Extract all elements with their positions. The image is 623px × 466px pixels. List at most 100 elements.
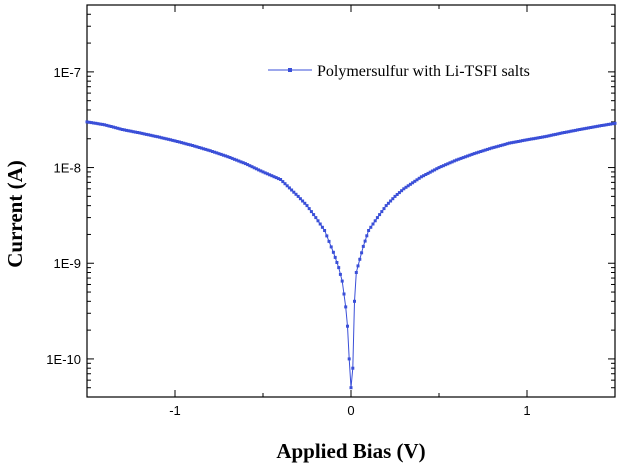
data-point: [140, 131, 144, 135]
data-point: [351, 366, 355, 370]
data-point: [85, 120, 89, 124]
data-point: [296, 194, 300, 198]
data-point: [584, 126, 588, 130]
data-point: [252, 166, 256, 170]
data-point: [361, 244, 365, 248]
data-point: [129, 129, 133, 133]
data-point: [111, 125, 115, 129]
data-point: [521, 139, 525, 143]
data-point: [591, 125, 595, 129]
data-point: [254, 167, 258, 171]
data-point: [444, 163, 448, 167]
data-point: [327, 239, 331, 243]
y-tick-label: 1E-9: [54, 256, 81, 271]
data-point: [188, 143, 192, 147]
data-point: [248, 164, 252, 168]
data-point: [567, 130, 571, 134]
data-point: [270, 174, 274, 178]
data-point: [173, 139, 177, 143]
data-point: [303, 201, 307, 205]
data-point: [125, 128, 129, 132]
data-point: [452, 159, 456, 163]
data-point: [230, 156, 234, 160]
data-point: [105, 123, 109, 127]
data-point: [367, 229, 371, 232]
data-point: [107, 124, 111, 128]
data-point: [448, 161, 452, 165]
data-point: [213, 150, 217, 154]
data-point: [162, 136, 166, 140]
data-point: [468, 153, 472, 157]
data-point: [397, 191, 401, 195]
data-point: [507, 141, 511, 145]
data-point: [611, 122, 615, 126]
data-point: [94, 121, 98, 125]
data-point: [534, 136, 538, 140]
data-point: [138, 131, 142, 135]
y-axis-title: Current (A): [3, 160, 27, 268]
data-point: [573, 128, 577, 132]
data-point: [204, 147, 208, 151]
data-point: [283, 182, 287, 186]
data-point: [224, 154, 228, 158]
data-point: [512, 140, 516, 144]
data-point: [470, 152, 474, 156]
data-point: [565, 130, 569, 134]
data-point: [335, 261, 339, 264]
data-point: [305, 204, 309, 208]
data-point: [186, 142, 190, 146]
data-point: [169, 138, 173, 142]
data-point: [118, 127, 122, 131]
data-point: [441, 164, 445, 168]
data-point: [221, 153, 225, 157]
data-point: [411, 181, 415, 185]
data-point: [206, 148, 210, 152]
data-point: [312, 213, 316, 217]
data-point: [149, 133, 153, 137]
data-point: [439, 165, 443, 169]
data-point: [265, 172, 269, 176]
data-point: [353, 299, 356, 303]
data-point: [536, 136, 540, 140]
data-point: [455, 158, 459, 162]
data-point: [474, 151, 478, 155]
data-point: [191, 144, 195, 147]
data-point: [437, 166, 441, 170]
data-point: [197, 146, 201, 149]
data-point: [363, 239, 367, 243]
data-point: [272, 175, 276, 179]
data-point: [96, 122, 100, 126]
data-point: [547, 134, 551, 138]
data-point: [433, 168, 437, 172]
data-point: [426, 171, 430, 175]
data-point: [578, 128, 582, 131]
data-point: [393, 194, 397, 198]
data-point: [337, 266, 341, 270]
data-point: [279, 178, 283, 181]
data-point: [182, 141, 186, 145]
data-point: [518, 139, 522, 143]
data-point: [525, 138, 529, 142]
data-point: [602, 123, 606, 127]
data-point: [250, 165, 254, 169]
data-point: [613, 121, 617, 125]
data-point: [268, 173, 272, 177]
data-point: [496, 144, 500, 148]
data-point: [430, 169, 434, 173]
data-point: [386, 201, 390, 205]
data-point: [320, 225, 324, 229]
data-point: [177, 140, 181, 144]
data-point: [382, 207, 386, 211]
data-point: [606, 122, 610, 126]
data-point: [466, 154, 470, 158]
data-point: [184, 142, 188, 146]
data-point: [131, 130, 135, 134]
y-tick-label: 1E-10: [46, 352, 81, 367]
data-point: [428, 170, 432, 174]
data-point: [116, 126, 120, 130]
data-point: [294, 192, 298, 196]
data-point: [261, 170, 265, 174]
data-point: [556, 132, 560, 136]
data-point: [100, 122, 104, 126]
data-point: [450, 160, 454, 164]
